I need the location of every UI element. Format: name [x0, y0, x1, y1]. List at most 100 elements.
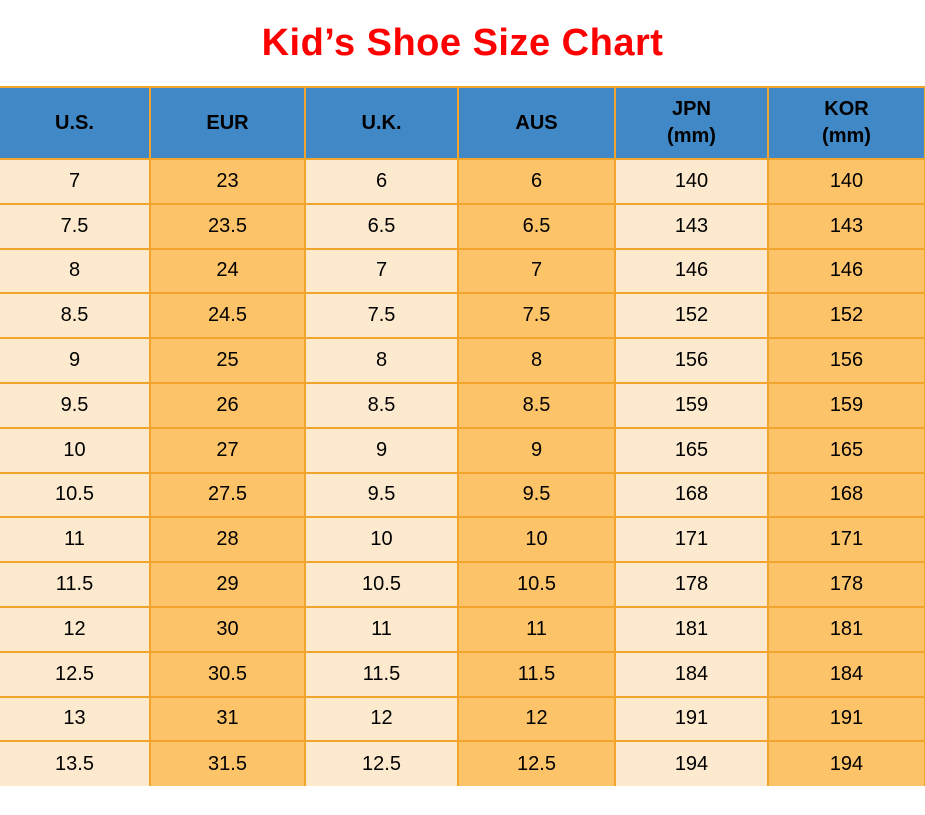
- table-cell: 156: [614, 337, 769, 384]
- column-header-jpn: JPN (mm): [614, 86, 769, 160]
- column-header-us: U.S.: [0, 86, 151, 160]
- table-cell: 140: [767, 158, 925, 205]
- table-cell: 7.5: [0, 202, 151, 250]
- table-cell: 11: [0, 516, 151, 564]
- table-row: 8.5 24.5 7.5 7.5 152 152: [0, 292, 925, 340]
- table-cell: 9: [457, 426, 616, 474]
- table-cell: 10.5: [0, 471, 151, 519]
- column-header-eur: EUR: [149, 86, 306, 160]
- table-header: U.S. EUR U.K. AUS JPN (mm) KOR (mm): [0, 86, 925, 160]
- table-cell: 7: [457, 247, 616, 295]
- column-header-unit: (mm): [822, 125, 871, 147]
- table-cell: 143: [614, 202, 769, 250]
- table-cell: 159: [614, 381, 769, 429]
- table-cell: 7.5: [457, 292, 616, 340]
- column-header-label: KOR: [824, 98, 869, 120]
- column-header-kor: KOR (mm): [767, 86, 925, 160]
- column-header-label: JPN: [672, 98, 711, 120]
- table-row: 11 28 10 10 171 171: [0, 516, 925, 564]
- table-cell: 27: [149, 426, 306, 474]
- table-cell: 27.5: [149, 471, 306, 519]
- table-row: 13.5 31.5 12.5 12.5 194 194: [0, 740, 925, 787]
- table-cell: 24.5: [149, 292, 306, 340]
- table-cell: 13: [0, 695, 151, 743]
- table-cell: 12: [0, 605, 151, 653]
- table-cell: 12.5: [457, 740, 616, 787]
- table-cell: 8.5: [0, 292, 151, 340]
- table-cell: 191: [767, 695, 925, 743]
- table-row: 9.5 26 8.5 8.5 159 159: [0, 381, 925, 429]
- shoe-size-table: U.S. EUR U.K. AUS JPN (mm) KOR (mm) 7 23 6…: [0, 86, 925, 787]
- table-cell: 8.5: [457, 381, 616, 429]
- table-cell: 184: [614, 650, 769, 698]
- table-cell: 10: [304, 516, 459, 564]
- table-cell: 9: [304, 426, 459, 474]
- table-cell: 10: [457, 516, 616, 564]
- table-row: 11.5 29 10.5 10.5 178 178: [0, 561, 925, 608]
- table-cell: 178: [767, 561, 925, 608]
- table-cell: 30.5: [149, 650, 306, 698]
- table-cell: 8: [304, 337, 459, 384]
- column-header-label: U.S.: [55, 111, 94, 134]
- table-cell: 28: [149, 516, 306, 564]
- table-cell: 143: [767, 202, 925, 250]
- table-row: 9 25 8 8 156 156: [0, 337, 925, 384]
- table-cell: 7: [0, 158, 151, 205]
- table-cell: 12.5: [0, 650, 151, 698]
- table-cell: 7: [304, 247, 459, 295]
- table-cell: 168: [767, 471, 925, 519]
- table-cell: 23: [149, 158, 306, 205]
- table-cell: 156: [767, 337, 925, 384]
- table-row: 12 30 11 11 181 181: [0, 605, 925, 653]
- table-cell: 140: [614, 158, 769, 205]
- table-cell: 152: [767, 292, 925, 340]
- table-cell: 12: [304, 695, 459, 743]
- table-cell: 24: [149, 247, 306, 295]
- table-cell: 165: [767, 426, 925, 474]
- column-header-label: EUR: [206, 111, 249, 134]
- page-title: Kid’s Shoe Size Chart: [261, 21, 664, 64]
- column-header-unit: (mm): [667, 125, 716, 147]
- table-cell: 26: [149, 381, 306, 429]
- table-cell: 8: [457, 337, 616, 384]
- table-row: 13 31 12 12 191 191: [0, 695, 925, 743]
- table-cell: 181: [614, 605, 769, 653]
- table-cell: 7.5: [304, 292, 459, 340]
- table-cell: 11.5: [0, 561, 151, 608]
- table-row: 7 23 6 6 140 140: [0, 158, 925, 205]
- column-header-aus: AUS: [457, 86, 616, 160]
- table-cell: 13.5: [0, 740, 151, 787]
- table-cell: 152: [614, 292, 769, 340]
- table-cell: 9.5: [457, 471, 616, 519]
- table-cell: 6.5: [457, 202, 616, 250]
- header-row: U.S. EUR U.K. AUS JPN (mm) KOR (mm): [0, 86, 925, 160]
- table-cell: 11: [304, 605, 459, 653]
- table-body: 7 23 6 6 140 140 7.5 23.5 6.5 6.5 143 14…: [0, 158, 925, 787]
- table-cell: 146: [614, 247, 769, 295]
- table-cell: 6.5: [304, 202, 459, 250]
- table-cell: 194: [614, 740, 769, 787]
- table-cell: 8.5: [304, 381, 459, 429]
- column-header-label: U.K.: [361, 111, 402, 134]
- table-cell: 10.5: [304, 561, 459, 608]
- table-row: 7.5 23.5 6.5 6.5 143 143: [0, 202, 925, 250]
- table-cell: 146: [767, 247, 925, 295]
- table-cell: 9.5: [0, 381, 151, 429]
- table-cell: 10.5: [457, 561, 616, 608]
- column-header-label: AUS: [515, 111, 558, 134]
- table-cell: 11.5: [457, 650, 616, 698]
- table-cell: 10: [0, 426, 151, 474]
- table-cell: 31: [149, 695, 306, 743]
- table-cell: 25: [149, 337, 306, 384]
- table-cell: 181: [767, 605, 925, 653]
- table-cell: 6: [457, 158, 616, 205]
- column-header-uk: U.K.: [304, 86, 459, 160]
- table-cell: 159: [767, 381, 925, 429]
- table-cell: 168: [614, 471, 769, 519]
- table-cell: 29: [149, 561, 306, 608]
- table-cell: 12: [457, 695, 616, 743]
- table-cell: 23.5: [149, 202, 306, 250]
- table-cell: 8: [0, 247, 151, 295]
- table-cell: 11.5: [304, 650, 459, 698]
